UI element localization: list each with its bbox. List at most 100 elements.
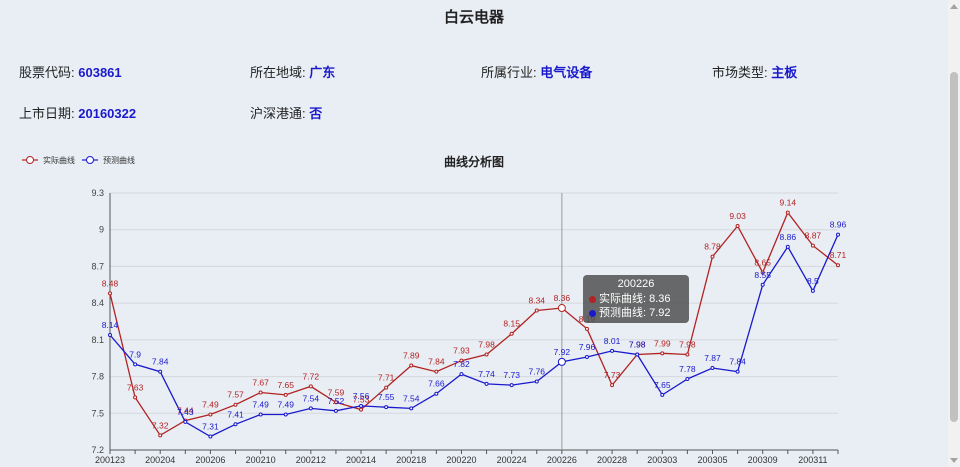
region-label: 所在地域: [250, 65, 306, 80]
listing-date-label: 上市日期: [19, 106, 75, 121]
legend-label: 实际曲线 [43, 155, 75, 165]
data-point [584, 354, 589, 359]
data-point [509, 383, 514, 388]
y-tick-label: 8.7 [91, 261, 104, 271]
legend-label: 预测曲线 [103, 155, 135, 165]
data-label: 7.63 [127, 382, 144, 392]
data-label: 7.9 [129, 349, 141, 359]
data-label: 8.78 [704, 242, 721, 252]
data-label: 7.54 [403, 393, 420, 403]
data-label: 7.98 [679, 340, 696, 350]
data-label: 8.96 [830, 220, 847, 230]
listing-date-field: 上市日期: 20160322 [19, 103, 136, 122]
data-point [584, 326, 589, 331]
region-value: 广东 [309, 65, 336, 80]
y-tick-label: 8.4 [91, 298, 104, 308]
data-label: 7.55 [378, 392, 395, 402]
data-point [108, 332, 112, 337]
data-point [785, 210, 790, 215]
data-point [108, 291, 112, 296]
data-point [384, 385, 389, 390]
data-label: 7.98 [478, 340, 495, 350]
scroll-down-arrow-icon[interactable] [950, 458, 958, 463]
data-point [710, 366, 715, 371]
data-label: 8.15 [503, 319, 520, 329]
data-point [283, 392, 288, 397]
data-label: 8.48 [102, 278, 119, 288]
data-point [836, 263, 840, 268]
x-tick-label: 200224 [497, 455, 527, 465]
data-point [359, 403, 364, 408]
data-point [333, 408, 338, 413]
connect-field: 沪深港通: 否 [250, 103, 322, 122]
data-label: 8.55 [754, 270, 771, 280]
y-tick-label: 7.2 [91, 445, 104, 455]
data-point [785, 244, 790, 249]
data-label: 8.86 [780, 232, 797, 242]
scroll-thumb[interactable] [950, 72, 958, 422]
data-label: 7.31 [202, 422, 219, 432]
series-line-actual [109, 211, 839, 437]
data-label: 7.73 [604, 370, 621, 380]
industry-label: 所属行业: [481, 65, 537, 80]
connect-label: 沪深港通: [250, 106, 306, 121]
x-tick-label: 200309 [748, 455, 778, 465]
x-tick-label: 200303 [647, 455, 677, 465]
vertical-scrollbar[interactable] [948, 0, 960, 467]
page-title: 白云电器 [443, 9, 504, 26]
data-point [333, 400, 338, 405]
x-tick-label: 200311 [798, 455, 827, 465]
data-point [434, 391, 439, 396]
data-point [484, 352, 489, 357]
data-label: 7.78 [679, 364, 696, 374]
tooltip-dot-actual [589, 295, 596, 303]
scroll-up-arrow-icon[interactable] [950, 4, 958, 9]
data-point [258, 412, 263, 417]
data-label: 7.71 [378, 373, 395, 383]
data-point [610, 383, 615, 388]
data-point [810, 243, 815, 248]
tooltip-row-actual: 实际曲线: 8.36 [589, 292, 683, 306]
tooltip-predicted-text: 预测曲线: 7.92 [599, 307, 671, 319]
data-label: 7.93 [453, 346, 470, 356]
stock-code-field: 股票代码: 603861 [19, 62, 122, 81]
data-label: 7.65 [277, 380, 294, 390]
x-tick-label: 200206 [195, 455, 225, 465]
data-label: 7.41 [227, 409, 244, 419]
data-label: 9.14 [780, 198, 797, 208]
x-tick-label: 200212 [296, 455, 326, 465]
data-point [258, 390, 263, 395]
data-point [484, 381, 489, 386]
data-point [557, 357, 566, 366]
data-point [409, 406, 414, 411]
series-line-predicted [109, 234, 839, 438]
data-label: 7.84 [729, 357, 746, 367]
industry-field: 所属行业: 电气设备 [481, 62, 592, 81]
x-tick-label: 200218 [396, 455, 426, 465]
data-point [308, 384, 313, 389]
data-label: 8.36 [554, 293, 571, 303]
data-point [133, 362, 138, 367]
data-label: 7.54 [303, 393, 320, 403]
data-label: 7.73 [503, 370, 520, 380]
data-label: 7.67 [252, 377, 269, 387]
data-point [158, 433, 163, 438]
data-label: 7.92 [554, 347, 571, 357]
data-point [208, 412, 213, 417]
tooltip-dot-predicted [589, 309, 596, 317]
x-tick-label: 200228 [597, 455, 627, 465]
chart-tooltip: 200226 实际曲线: 8.36 预测曲线: 7.92 [583, 275, 689, 323]
y-tick-label: 9 [99, 225, 104, 235]
y-tick-label: 7.8 [91, 372, 104, 382]
data-label: 7.98 [629, 340, 646, 350]
data-label: 8.01 [604, 336, 621, 346]
data-point [459, 358, 464, 363]
data-point [760, 282, 765, 287]
data-point [208, 434, 213, 439]
data-point [660, 392, 665, 397]
x-tick-label: 200305 [697, 455, 727, 465]
listing-date-value: 20160322 [78, 106, 137, 121]
chart-series [108, 210, 840, 439]
data-label: 7.65 [654, 380, 671, 390]
data-label: 7.32 [152, 420, 169, 430]
